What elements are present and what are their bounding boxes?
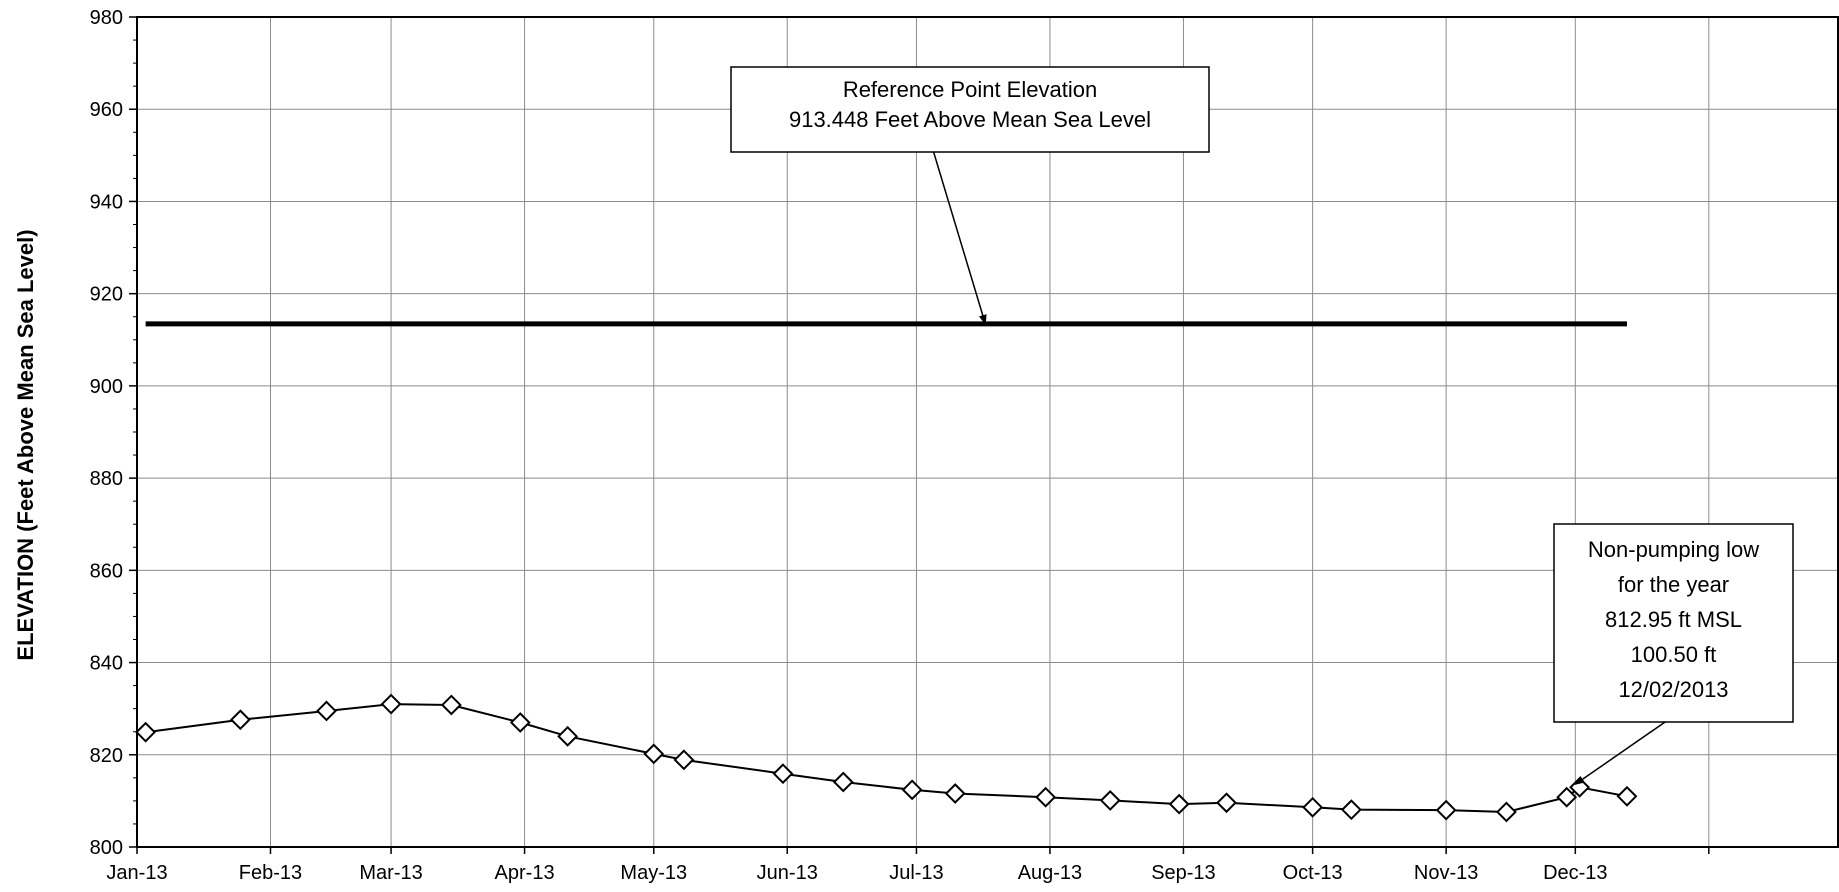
- data-point-diamond: [673, 749, 695, 771]
- data-point-diamond: [1556, 786, 1578, 808]
- data-point-diamond: [1302, 796, 1324, 818]
- data-point-diamond: [1340, 799, 1362, 821]
- data-point-diamond: [135, 721, 157, 743]
- data-point-diamond: [643, 743, 665, 765]
- data-point-diamond: [944, 783, 966, 804]
- x-tick-label: Jun-13: [757, 862, 818, 884]
- data-point-diamond: [1495, 801, 1517, 823]
- y-tick-label: 840: [90, 653, 123, 675]
- data-point-diamond: [1099, 790, 1121, 811]
- annotation-layer: Reference Point Elevation 913.448 Feet Ab…: [730, 66, 1794, 785]
- annotation-arrow-reference: [932, 149, 987, 325]
- x-tick-label: Oct-13: [1283, 862, 1343, 884]
- data-point-diamond: [1616, 785, 1638, 807]
- x-tick-label: Mar-13: [359, 862, 422, 884]
- label-layer: ELEVATION (Feet Above Mean Sea Level): [13, 229, 38, 660]
- y-tick-label: 880: [90, 468, 123, 490]
- annotation-arrow-low: [1574, 719, 1669, 785]
- y-tick-label: 920: [90, 284, 123, 306]
- annotation-text-line: for the year: [1618, 572, 1729, 597]
- y-tick-label: 900: [90, 376, 123, 398]
- annotation-text-line: Non-pumping low: [1588, 537, 1759, 562]
- annotation-text-line: 12/02/2013: [1618, 677, 1728, 702]
- y-tick-label: 940: [90, 191, 123, 213]
- data-point-diamond: [1035, 786, 1057, 808]
- annotation-box-reference: [730, 66, 1210, 153]
- data-point-diamond: [901, 779, 923, 801]
- y-tick-label: 980: [90, 7, 123, 29]
- data-point-diamond: [1216, 792, 1237, 814]
- data-point-diamond: [380, 693, 402, 715]
- axis-layer: 800 820 840 860 880 900 920 940 960 980 Jan-13 Feb-…: [90, 7, 1839, 884]
- annotation-text-line: Reference Point Elevation: [843, 77, 1097, 102]
- x-tick-label: Jan-13: [106, 862, 167, 884]
- data-point-diamond: [557, 725, 579, 747]
- y-axis-title: ELEVATION (Feet Above Mean Sea Level): [13, 229, 38, 660]
- data-point-diamond: [509, 712, 531, 733]
- annotation-text-line: 100.50 ft: [1631, 642, 1717, 667]
- y-tick-label: 800: [90, 837, 123, 859]
- data-point-diamond: [229, 709, 251, 731]
- data-point-diamond: [772, 763, 794, 785]
- x-tick-label: Feb-13: [239, 862, 302, 884]
- data-point-diamond: [832, 771, 854, 793]
- x-tick-label: Aug-13: [1018, 862, 1083, 884]
- annotation-text-line: 812.95 ft MSL: [1605, 607, 1742, 632]
- x-tick-label: Sep-13: [1151, 862, 1216, 884]
- data-point-diamond: [440, 694, 462, 716]
- x-tick-label: May-13: [620, 862, 687, 884]
- annotation-box-low: [1553, 523, 1794, 723]
- water-level-series-line: [145, 703, 1628, 814]
- y-tick-label: 820: [90, 745, 123, 767]
- series-layer: [135, 693, 1638, 823]
- x-tick-label: Apr-13: [495, 862, 555, 884]
- x-tick-label: Jul-13: [889, 862, 943, 884]
- y-tick-label: 960: [90, 99, 123, 121]
- plot-frame: [136, 16, 1839, 848]
- grid-layer: [137, 17, 1838, 847]
- data-point-diamond: [1435, 799, 1457, 821]
- data-point-diamond: [1168, 793, 1190, 815]
- annotation-text-line: 913.448 Feet Above Mean Sea Level: [789, 107, 1151, 132]
- x-tick-label: Dec-13: [1543, 862, 1607, 884]
- y-tick-label: 860: [90, 560, 123, 582]
- data-point-diamond: [316, 700, 337, 722]
- x-tick-label: Nov-13: [1414, 862, 1478, 884]
